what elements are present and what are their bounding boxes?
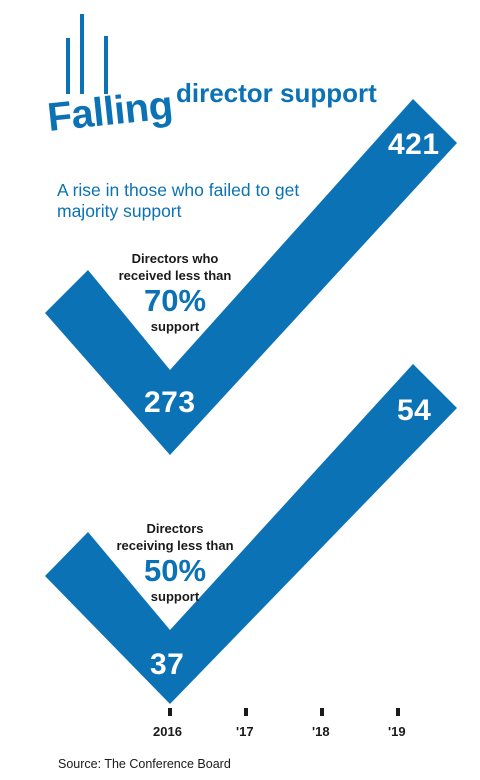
x-tick-2016 [168,708,172,716]
series-70pct-label: Directors who received less than 70% sup… [100,250,250,335]
decor-bar-1 [66,38,70,94]
series-70pct-line1: Directors who [131,251,219,266]
decor-bar-2 [80,14,84,94]
series-50pct-line2: receiving less than [116,538,234,553]
x-tick-17 [244,708,248,716]
x-tick-18 [320,708,324,716]
value-label-421: 421 [388,128,440,161]
x-label-18: '18 [312,724,330,739]
value-label-273: 273 [144,386,196,419]
series-70pct-pct: 70% [143,283,207,318]
x-label-19: '19 [388,724,406,739]
title-rest: director support [176,78,377,108]
series-50pct-pct: 50% [143,553,207,588]
check-series-50pct [45,364,457,704]
series-50pct-label: Directors receiving less than 50% suppor… [100,520,250,605]
x-tick-19 [396,708,400,716]
check-series-70pct [45,99,457,455]
chart-subtitle: A rise in those who failed to get majori… [57,180,300,221]
source-note: Source: The Conference Board [58,757,231,771]
decor-bar-3 [104,36,108,94]
series-50pct-line3: support [150,589,200,604]
value-label-54: 54 [397,394,432,427]
series-70pct-line3: support [150,319,200,334]
x-label-2016: 2016 [153,724,182,739]
x-label-17: '17 [236,724,254,739]
series-70pct-line2: received less than [118,268,232,283]
series-50pct-line1: Directors [146,521,204,536]
value-label-37: 37 [150,648,185,681]
